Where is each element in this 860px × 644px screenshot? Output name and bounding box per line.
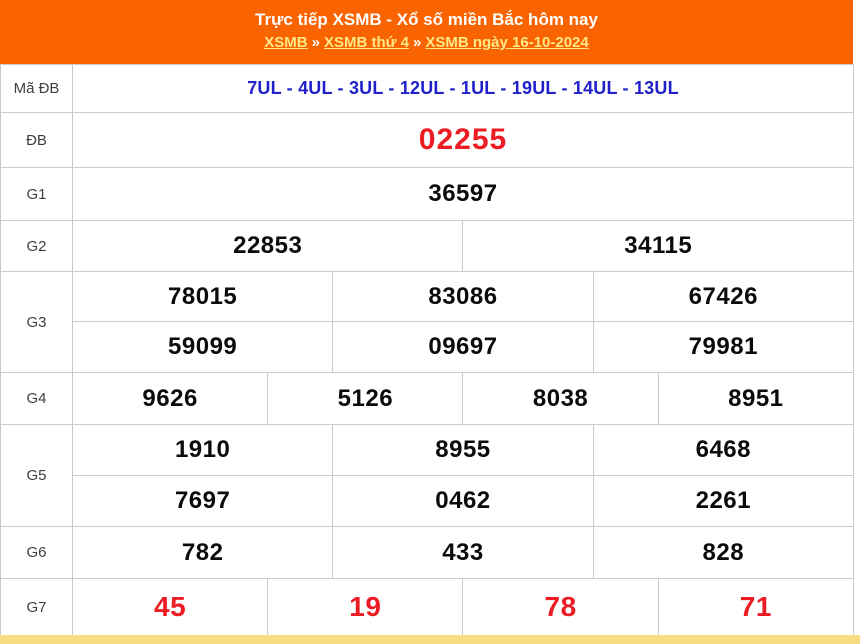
prize-cell: 8038: [462, 372, 659, 425]
prize-row-g2: G2 22853 34115: [0, 220, 854, 272]
breadcrumb-link-xsmb[interactable]: XSMB: [264, 34, 308, 51]
prize-label-g7: G7: [0, 578, 73, 636]
prize-row-g6: G6 782 433 828: [0, 526, 854, 579]
prize-cell: 8951: [657, 372, 854, 425]
results-table: Mã ĐB 7UL - 4UL - 3UL - 12UL - 1UL - 19U…: [0, 64, 854, 636]
prize-row-g1: G1 36597: [0, 167, 854, 221]
prize-label-g3: G3: [0, 271, 73, 373]
prize-cell: 78015: [71, 271, 334, 322]
prize-row-g3-2: 59099 09697 79981: [1, 321, 854, 373]
bottom-yellow-strip: [0, 635, 860, 644]
prize-cell: 36597: [72, 167, 854, 221]
prize-label-g2: G2: [0, 220, 73, 272]
prize-cell: 1910: [71, 424, 334, 476]
prize-cell: 9626: [71, 372, 269, 425]
prize-row-g3-1: G3 78015 83086 67426: [0, 271, 854, 373]
prize-cell-ma-db: 7UL - 4UL - 3UL - 12UL - 1UL - 19UL - 14…: [72, 64, 854, 113]
prize-cell: 2261: [592, 475, 854, 527]
prize-cell: 6468: [592, 424, 854, 476]
prize-row-g4: G4 9626 5126 8038 8951: [0, 372, 854, 425]
prize-cell: 8955: [332, 424, 594, 476]
breadcrumb-separator: »: [311, 34, 320, 51]
prize-label-db: ĐB: [0, 112, 73, 168]
prize-cell: 0462: [332, 475, 594, 527]
breadcrumb-separator: »: [412, 34, 422, 51]
prize-cell: 433: [332, 526, 594, 579]
prize-label-g5: G5: [0, 424, 73, 527]
prize-row-g5-2: 7697 0462 2261: [1, 475, 854, 527]
prize-cell: 71: [657, 578, 854, 636]
prize-cell: 22853: [71, 220, 464, 272]
prize-cell: 83086: [332, 271, 594, 322]
prize-row-g7: G7 45 19 78 71: [0, 578, 854, 636]
prize-cell: 67426: [592, 271, 854, 322]
prize-cell: 7697: [71, 475, 334, 527]
prize-row-db: ĐB 02255: [0, 112, 854, 168]
prize-label-g6: G6: [0, 526, 73, 579]
breadcrumb-link-xsmb-thu-4[interactable]: XSMB thứ 4: [323, 34, 409, 51]
prize-cell: 19: [267, 578, 464, 636]
page-title: Trực tiếp XSMB - Xổ số miền Bắc hôm nay: [255, 10, 598, 29]
prize-cell: 59099: [71, 321, 334, 373]
prize-cell: 34115: [462, 220, 854, 272]
prize-row-ma-db: Mã ĐB 7UL - 4UL - 3UL - 12UL - 1UL - 19U…: [0, 64, 854, 113]
prize-label-g4: G4: [0, 372, 73, 425]
breadcrumb: XSMB» XSMB thứ 4» XSMB ngày 16-10-2024: [0, 33, 853, 52]
prize-cell-db: 02255: [72, 112, 854, 168]
prize-label-ma-db: Mã ĐB: [0, 64, 73, 113]
prize-cell: 5126: [267, 372, 464, 425]
prize-cell: 09697: [332, 321, 594, 373]
prize-label-g1: G1: [0, 167, 73, 221]
prize-cell: 45: [71, 578, 269, 636]
prize-row-g5-1: G5 1910 8955 6468: [0, 424, 854, 527]
prize-cell: 828: [592, 526, 854, 579]
prize-cell: 782: [71, 526, 334, 579]
prize-cell: 79981: [592, 321, 854, 373]
prize-cell: 78: [462, 578, 659, 636]
breadcrumb-link-xsmb-date[interactable]: XSMB ngày 16-10-2024: [425, 34, 589, 51]
page-header: Trực tiếp XSMB - Xổ số miền Bắc hôm nay …: [0, 0, 853, 64]
